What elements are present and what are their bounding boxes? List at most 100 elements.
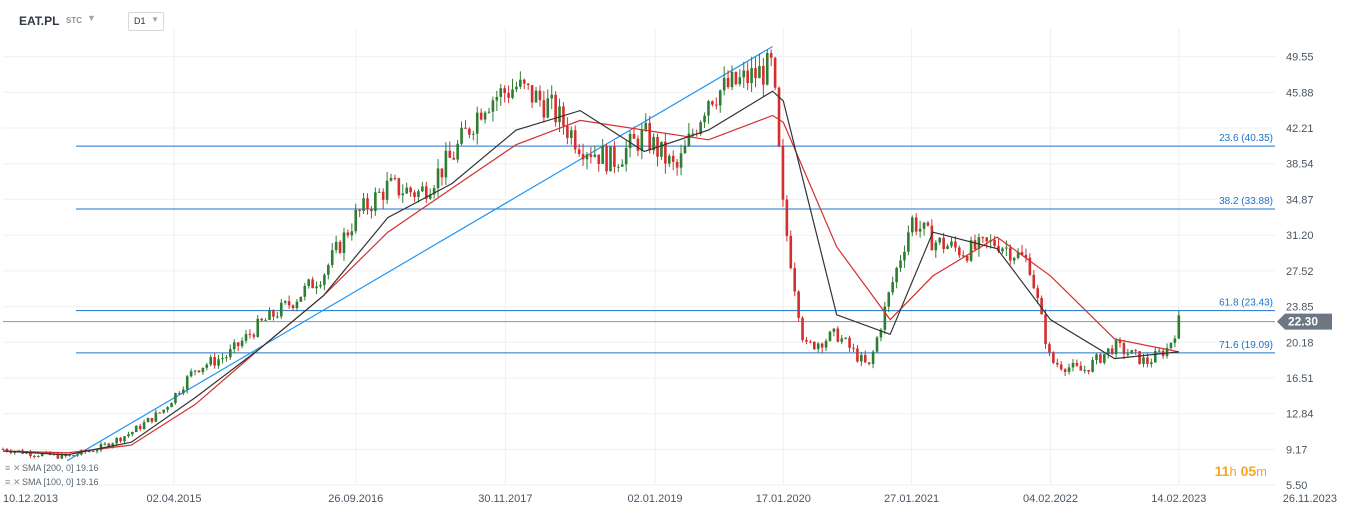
- candle-body: [750, 68, 753, 84]
- countdown-minutes-unit: m: [1256, 464, 1267, 479]
- candle-body: [1, 449, 5, 451]
- candle-body: [362, 198, 365, 211]
- y-tick-label: 38.54: [1286, 159, 1314, 171]
- candle-body: [863, 354, 867, 363]
- candle-body: [1146, 357, 1149, 364]
- candle-body: [244, 334, 248, 341]
- candle-body: [875, 337, 879, 352]
- candle-body: [550, 94, 554, 99]
- candle-body: [236, 342, 240, 347]
- candle-body: [1103, 353, 1106, 363]
- candle-body: [507, 93, 510, 98]
- candle-body: [762, 65, 765, 85]
- countdown-hours: 11: [1214, 463, 1230, 479]
- candle-body: [1095, 354, 1098, 360]
- countdown-hours-unit: h: [1229, 464, 1237, 479]
- candle-body: [867, 362, 871, 364]
- indicator-label: SMA [200, 0] 19.16: [22, 463, 99, 473]
- candle-body: [381, 191, 385, 200]
- chevron-down-icon: ▼: [151, 15, 159, 24]
- candle-body: [115, 437, 118, 444]
- candle-body: [405, 187, 408, 194]
- moving-averages: [2, 90, 1179, 456]
- y-tick-label: 42.21: [1286, 123, 1314, 135]
- candle-body: [910, 217, 914, 233]
- candle-body: [91, 451, 95, 453]
- candle-body: [617, 166, 620, 168]
- candle-body: [491, 100, 495, 112]
- grid: [3, 28, 1275, 486]
- candle-body: [844, 337, 847, 339]
- candle-body: [209, 357, 213, 365]
- candle-body: [871, 351, 875, 364]
- close-icon[interactable]: ✕: [13, 477, 21, 487]
- candle-body: [185, 376, 189, 390]
- candle-body: [926, 222, 930, 226]
- candle-body: [170, 403, 173, 408]
- candle-body: [848, 337, 851, 348]
- candle-body: [887, 292, 891, 307]
- candle-body: [87, 451, 91, 453]
- candle-body: [162, 409, 165, 413]
- sma-200-line: [2, 114, 1179, 454]
- candle-body: [217, 359, 220, 366]
- candle-body: [468, 128, 471, 135]
- menu-icon[interactable]: ≡: [5, 463, 11, 473]
- candle-body: [424, 186, 428, 199]
- close-icon[interactable]: ✕: [13, 463, 21, 473]
- candle-body: [687, 133, 691, 146]
- candle-body: [773, 57, 777, 88]
- candle-body: [181, 389, 185, 394]
- fib-level-label: 71.6 (19.09): [1219, 340, 1273, 351]
- candle-body: [1153, 351, 1157, 363]
- candle-body: [436, 168, 440, 189]
- candle-body: [142, 422, 146, 430]
- candle-body: [573, 130, 577, 150]
- candle-body: [1028, 257, 1032, 275]
- candle-body: [1142, 357, 1145, 364]
- menu-icon[interactable]: ≡: [5, 477, 11, 487]
- candle-body: [1059, 364, 1063, 370]
- candle-body: [60, 453, 64, 459]
- candle-body: [201, 367, 205, 373]
- candle-body: [264, 319, 267, 321]
- candle-body: [805, 339, 808, 342]
- exchange-dropdown-icon[interactable]: ▼: [87, 13, 96, 23]
- timeframe-select[interactable]: D1 ▼: [128, 12, 164, 31]
- candle-body: [711, 101, 714, 105]
- candle-body: [307, 279, 311, 286]
- candle-body: [515, 86, 518, 90]
- candle-body: [56, 453, 60, 459]
- candle-body: [240, 340, 244, 347]
- y-tick-label: 12.84: [1286, 409, 1314, 421]
- candle-body: [72, 455, 75, 457]
- candle-body: [636, 138, 640, 151]
- candle-body: [605, 145, 608, 172]
- candle-body: [734, 71, 738, 85]
- candle-body: [860, 354, 863, 362]
- candle-body: [950, 241, 953, 247]
- y-tick-label: 20.18: [1286, 337, 1314, 349]
- indicator-legend-sma200: ≡ ✕SMA [200, 0] 19.16: [5, 463, 99, 475]
- candle-body: [765, 52, 769, 85]
- candle-body: [856, 348, 859, 362]
- symbol-label[interactable]: EAT.PL: [19, 14, 60, 28]
- candle-body: [111, 443, 115, 447]
- candle-body: [816, 343, 820, 350]
- candle-body: [1099, 354, 1102, 363]
- y-tick-label: 16.51: [1286, 373, 1314, 385]
- candle-body: [1071, 362, 1075, 368]
- x-tick-label: 30.11.2017: [478, 493, 532, 505]
- candle-body: [589, 154, 593, 157]
- candle-body: [675, 161, 679, 168]
- candle-body: [1126, 353, 1130, 355]
- candle-body: [954, 241, 957, 248]
- indicator-label: SMA [100, 0] 19.16: [22, 477, 99, 487]
- candle-body: [166, 407, 169, 410]
- candle-body: [417, 191, 420, 197]
- candle-body: [107, 443, 111, 447]
- candle-body: [566, 125, 569, 138]
- candle-body: [232, 342, 236, 350]
